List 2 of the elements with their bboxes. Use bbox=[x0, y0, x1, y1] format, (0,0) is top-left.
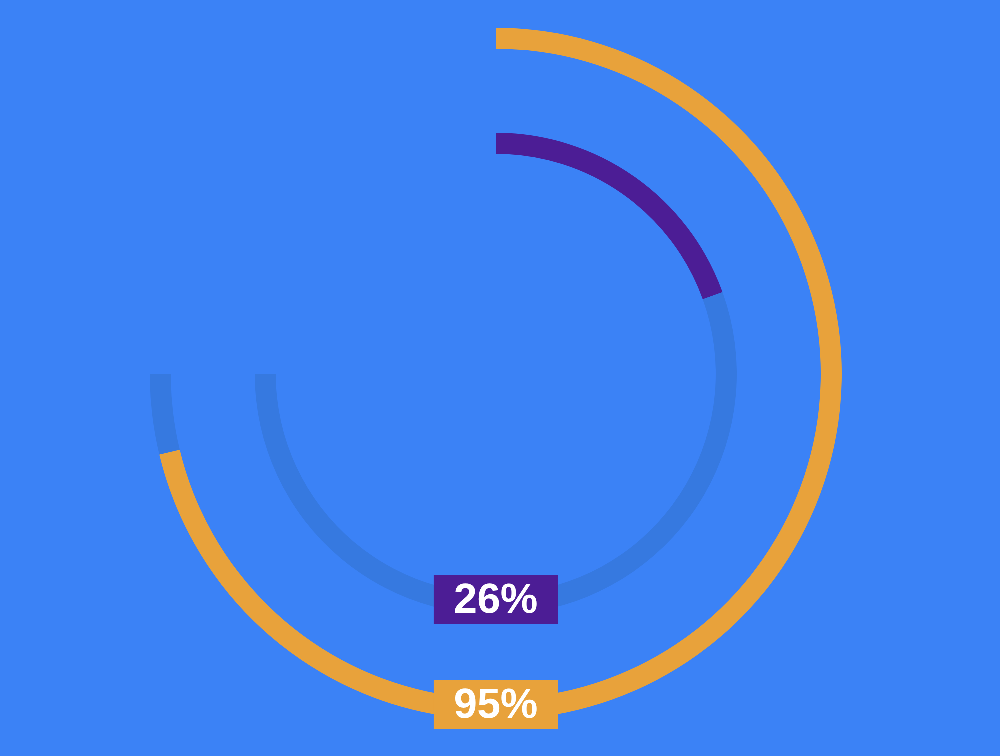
text: 26% bbox=[454, 575, 538, 622]
text: 95% bbox=[454, 680, 538, 728]
